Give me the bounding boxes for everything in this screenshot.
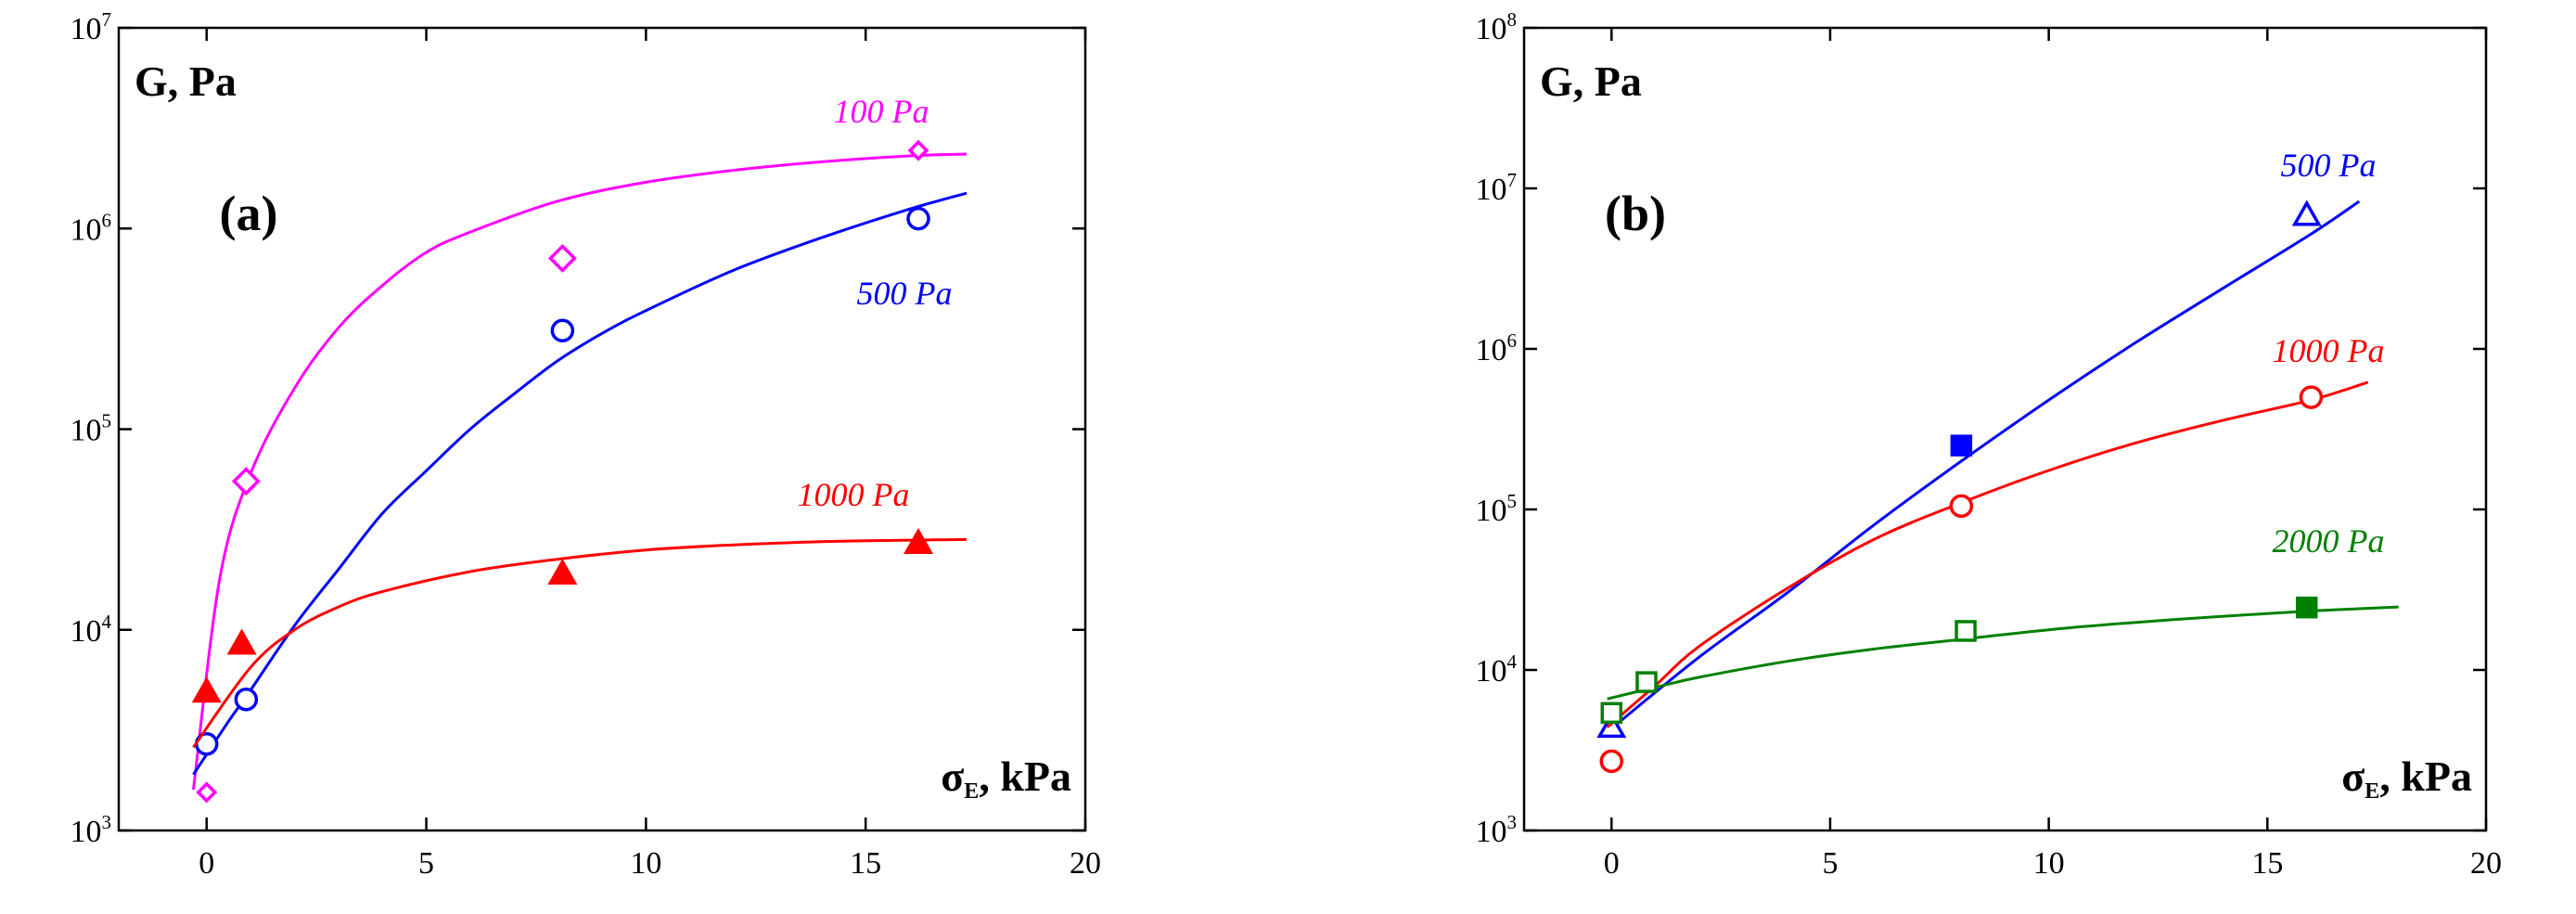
data-point-2000-pa bbox=[1635, 671, 1658, 693]
series-label-1000-pa: 1000 Pa bbox=[798, 476, 910, 513]
x-tick-label: 15 bbox=[2251, 846, 2283, 881]
y-tick-label: 103 bbox=[1476, 811, 1518, 849]
fit-curve-100-pa bbox=[192, 152, 968, 791]
y-axis-title: G, Pa bbox=[1540, 58, 1642, 105]
data-point-1000-pa bbox=[904, 527, 934, 554]
x-tick-label: 20 bbox=[2470, 846, 2502, 881]
plot-frame bbox=[117, 26, 1087, 832]
x-tick-label: 20 bbox=[1070, 846, 1101, 881]
y-tick-label: 106 bbox=[1476, 329, 1518, 367]
x-tick-label: 0 bbox=[1604, 846, 1620, 881]
series-label-1000-pa: 1000 Pa bbox=[2273, 332, 2385, 369]
panel-label: (b) bbox=[1605, 186, 1666, 241]
data-point-1000-pa bbox=[547, 558, 578, 585]
y-tick-label: 108 bbox=[1476, 8, 1518, 46]
fit-curve-1000-pa bbox=[1606, 380, 2369, 728]
series-label-100-pa: 100 Pa bbox=[834, 93, 929, 130]
fit-curve-2000-pa bbox=[1607, 605, 2399, 701]
chart-panel-a: 0 5 10 15 20 103 104 105 106 107 G, Pa (a) σE, kPa 10… bbox=[70, 8, 1102, 881]
data-point-1000-pa bbox=[2299, 385, 2324, 409]
x-axis-title: σE, kPa bbox=[941, 753, 1071, 804]
data-point-100-pa bbox=[547, 243, 577, 273]
data-point-500-pa bbox=[234, 687, 259, 712]
y-tick-label: 104 bbox=[1476, 650, 1518, 689]
y-tick-label: 107 bbox=[70, 8, 112, 46]
data-point-1000-pa bbox=[226, 628, 257, 655]
data-point-500-pa bbox=[2291, 200, 2322, 226]
data-point-100-pa bbox=[231, 467, 261, 496]
y-tick-label: 107 bbox=[1476, 169, 1518, 207]
y-tick-label: 106 bbox=[70, 209, 112, 247]
data-point-2000-pa bbox=[1954, 620, 1977, 642]
series-label-500-pa: 500 Pa bbox=[857, 275, 953, 312]
plot-frame bbox=[1522, 26, 2488, 832]
data-point-1000-pa bbox=[191, 676, 222, 703]
fit-curve-500-pa bbox=[192, 191, 968, 776]
x-tick-label: 10 bbox=[630, 846, 661, 881]
data-point-1000-pa bbox=[1599, 749, 1624, 774]
data-point-500-pa bbox=[550, 318, 575, 342]
fit-curve-500-pa bbox=[1606, 200, 2361, 734]
data-point-500-pa bbox=[906, 206, 930, 231]
y-tick-label: 104 bbox=[70, 611, 112, 649]
series-label-500-pa: 500 Pa bbox=[2281, 147, 2377, 184]
x-tick-label: 5 bbox=[1822, 846, 1838, 881]
data-point-100-pa bbox=[196, 781, 218, 804]
x-tick-label: 15 bbox=[850, 846, 881, 881]
chart-panel-b: 0 5 10 15 20 103 104 105 106 107 108 G, Pa (b) σE, kP… bbox=[1476, 8, 2503, 881]
panel-label: (a) bbox=[220, 186, 278, 241]
fit-curve-1000-pa bbox=[192, 537, 968, 749]
series-label-2000-pa: 2000 Pa bbox=[2273, 522, 2385, 560]
data-point-1000-pa bbox=[1949, 494, 1974, 519]
data-point-2000-pa bbox=[1600, 702, 1623, 725]
x-tick-label: 0 bbox=[199, 846, 214, 881]
x-axis-title: σE, kPa bbox=[2341, 753, 2472, 804]
x-tick-label: 5 bbox=[418, 846, 434, 881]
data-point-500-pa bbox=[1950, 434, 1973, 457]
x-tick-label: 10 bbox=[2033, 846, 2065, 881]
y-tick-label: 105 bbox=[1476, 490, 1518, 528]
data-point-2000-pa bbox=[2295, 596, 2318, 619]
y-tick-label: 103 bbox=[70, 811, 112, 849]
y-tick-label: 105 bbox=[70, 410, 112, 448]
data-point-100-pa bbox=[907, 139, 929, 161]
y-axis-title: G, Pa bbox=[135, 58, 237, 105]
data-point-500-pa bbox=[1596, 712, 1627, 739]
